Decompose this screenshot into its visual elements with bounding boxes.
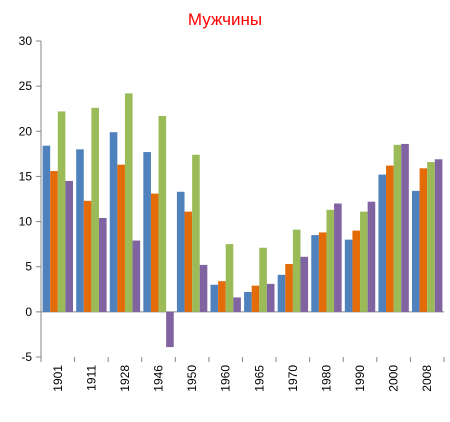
- bar: [166, 311, 174, 348]
- x-tick-label: 1965: [252, 365, 266, 392]
- bar: [143, 152, 151, 312]
- bar: [412, 190, 420, 312]
- bar: [65, 180, 73, 312]
- y-tick-label: 30: [19, 34, 33, 48]
- chart-title: Мужчины: [187, 10, 263, 29]
- bar: [109, 132, 118, 312]
- bar: [176, 191, 185, 312]
- bar: [244, 291, 252, 312]
- y-tick-label: -5: [21, 350, 32, 364]
- bar: [292, 229, 301, 312]
- bar: [218, 281, 226, 312]
- bar: [225, 244, 234, 312]
- bar: [427, 161, 435, 312]
- x-tick-label: 1980: [319, 365, 333, 392]
- y-tick-label: 20: [19, 124, 33, 138]
- bar: [199, 264, 208, 312]
- x-tick-label: 2000: [387, 365, 401, 392]
- bar: [83, 200, 92, 312]
- bar: [91, 107, 99, 312]
- bar: [57, 111, 66, 312]
- x-tick-label: 1946: [152, 365, 166, 392]
- bar: [158, 115, 167, 312]
- bar: [401, 143, 409, 312]
- bar: [352, 230, 361, 312]
- bar: [360, 211, 368, 312]
- bar: [334, 203, 342, 312]
- bar: [300, 256, 309, 312]
- x-tick-label: 1928: [118, 365, 132, 392]
- x-tick-label: 1960: [219, 365, 233, 392]
- bar: [132, 240, 141, 312]
- bar: [311, 235, 319, 312]
- bar: [326, 209, 335, 312]
- bar: [233, 297, 241, 312]
- bar: [419, 168, 428, 312]
- x-tick-label: 1970: [286, 365, 300, 392]
- bar: [378, 174, 387, 312]
- x-tick-label: 1901: [51, 365, 65, 392]
- y-tick-label: 15: [19, 169, 33, 183]
- bar: [251, 285, 260, 312]
- bar: [42, 145, 51, 312]
- x-tick-label: 1911: [84, 365, 98, 391]
- bar: [367, 201, 376, 312]
- bar: [386, 165, 394, 312]
- bar: [98, 217, 107, 312]
- bar: [285, 264, 293, 312]
- x-tick-label: 2008: [420, 365, 434, 392]
- bar: [210, 284, 219, 312]
- bar: [150, 193, 159, 312]
- bar: [50, 171, 58, 312]
- bar: [434, 159, 443, 312]
- bar: [344, 239, 353, 312]
- y-tick-label: 0: [25, 305, 32, 319]
- bar: [117, 164, 125, 312]
- bar: [124, 93, 133, 312]
- x-tick-label: 1990: [353, 365, 367, 392]
- bar: [393, 144, 402, 312]
- bar: [266, 283, 275, 312]
- bar: [184, 211, 193, 312]
- bar: [259, 247, 267, 312]
- y-tick-label: 25: [19, 79, 33, 93]
- x-tick-label: 1950: [185, 365, 199, 392]
- bar: [192, 154, 200, 312]
- y-tick-label: 5: [25, 260, 32, 274]
- bar: [76, 149, 84, 312]
- bar: [318, 232, 327, 312]
- bar: [277, 274, 286, 312]
- y-tick-label: 10: [19, 215, 33, 229]
